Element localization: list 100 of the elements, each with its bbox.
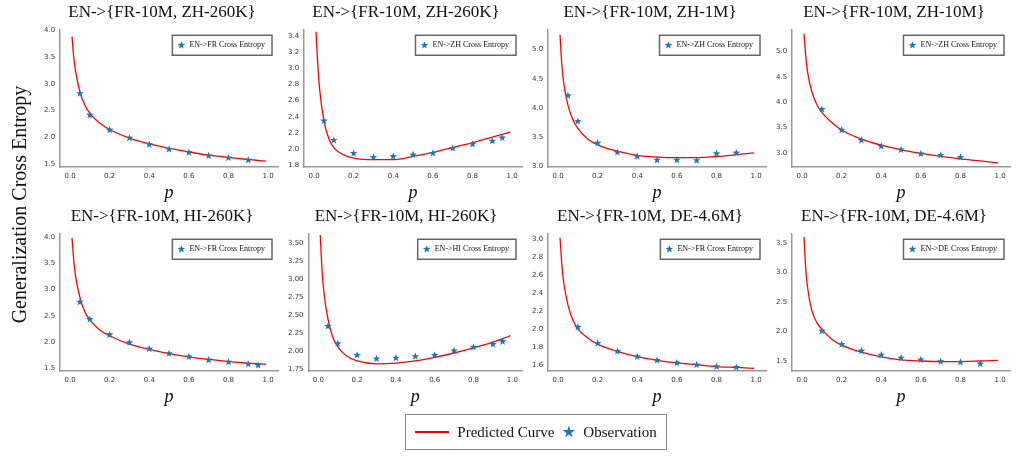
text: Predicted Curve <box>457 423 555 441</box>
point <box>897 145 905 154</box>
point <box>837 340 846 348</box>
point <box>409 150 417 159</box>
point <box>450 346 458 355</box>
x-axis-title: p <box>162 385 174 406</box>
legend-label: EN->FR Cross Entropy <box>189 40 265 50</box>
point <box>877 142 886 150</box>
point <box>673 155 681 164</box>
chart-title: EN->{FR-10M, ZH-260K} <box>67 1 257 23</box>
x-axis-title: p <box>894 181 906 202</box>
point <box>633 152 642 160</box>
line-series <box>559 237 755 369</box>
point <box>732 363 741 371</box>
chart-title: EN->{FR-10M, HI-260K} <box>313 205 499 227</box>
point <box>613 347 622 355</box>
chart-title: EN->{FR-10M, ZH-10M} <box>802 1 986 23</box>
point <box>430 351 439 359</box>
point <box>917 355 925 364</box>
point <box>76 298 84 306</box>
point <box>673 358 681 367</box>
point <box>105 330 114 338</box>
text: Observation <box>583 423 657 441</box>
x-axis-title: p <box>650 385 662 406</box>
point <box>324 322 332 330</box>
point <box>185 148 193 156</box>
point <box>76 89 84 97</box>
point <box>692 156 701 164</box>
point <box>86 110 94 119</box>
point <box>613 148 622 156</box>
point <box>498 337 507 345</box>
point <box>353 351 361 359</box>
point <box>936 357 945 365</box>
point <box>653 356 661 364</box>
legend-label: EN->ZH Cross Entropy <box>920 40 998 50</box>
point <box>333 339 342 347</box>
point <box>877 351 886 359</box>
chart-title: EN->{FR-10M, HI-260K} <box>69 205 255 227</box>
legend-label: EN->ZH Cross Entropy <box>432 40 510 50</box>
point <box>712 149 721 157</box>
x-axis-title: p <box>406 181 418 202</box>
point <box>712 362 721 370</box>
point <box>145 140 154 148</box>
point <box>917 149 925 158</box>
point <box>564 91 572 99</box>
legend-label: EN->FR Cross Entropy <box>677 244 753 254</box>
legend-label: EN->DE Cross Entropy <box>920 244 998 254</box>
point <box>244 156 253 164</box>
point <box>349 149 358 157</box>
point <box>593 339 602 347</box>
point <box>837 126 846 134</box>
legend-label: EN->ZH Cross Entropy <box>676 40 754 50</box>
chart-title: EN->{FR-10M, DE-4.6M} <box>800 205 988 227</box>
point <box>330 136 338 144</box>
point <box>125 338 134 346</box>
point <box>411 352 420 360</box>
point <box>488 137 497 145</box>
point <box>692 360 701 368</box>
point <box>204 151 213 159</box>
y-axis-title: Generalization Cross Entropy <box>8 85 32 323</box>
point <box>468 140 477 148</box>
point <box>244 360 253 368</box>
point <box>653 155 661 164</box>
legend-label: EN->FR Cross Entropy <box>189 244 265 254</box>
point <box>105 125 114 134</box>
point <box>204 355 213 364</box>
point <box>489 340 497 348</box>
point <box>574 323 582 331</box>
point <box>185 352 193 361</box>
point <box>369 153 378 161</box>
x-axis-title: p <box>650 181 662 202</box>
chart-title: EN->{FR-10M, DE-4.6M} <box>556 205 744 227</box>
point <box>86 315 94 323</box>
point <box>936 151 945 159</box>
line-series <box>803 33 999 164</box>
point <box>956 358 965 366</box>
point <box>389 152 398 160</box>
point <box>372 354 381 362</box>
legend-label: EN->HI Cross Entropy <box>434 244 509 254</box>
point <box>574 117 582 125</box>
point <box>165 145 173 153</box>
x-axis-title: p <box>162 181 174 202</box>
line-series <box>315 31 511 161</box>
x-axis-title: p <box>408 385 420 406</box>
x-axis-title: p <box>894 385 906 406</box>
point <box>448 144 457 152</box>
chart-title: EN->{FR-10M, ZH-1M} <box>562 1 738 23</box>
point <box>320 116 328 125</box>
point <box>633 352 642 360</box>
point <box>897 354 905 362</box>
line-series <box>71 35 267 162</box>
point <box>254 361 262 369</box>
point <box>469 343 478 351</box>
point <box>818 105 826 113</box>
point <box>392 354 400 362</box>
point <box>857 136 866 144</box>
point <box>165 349 173 357</box>
point <box>429 149 437 157</box>
point <box>956 153 965 161</box>
chart-title: EN->{FR-10M, ZH-260K} <box>311 1 501 23</box>
